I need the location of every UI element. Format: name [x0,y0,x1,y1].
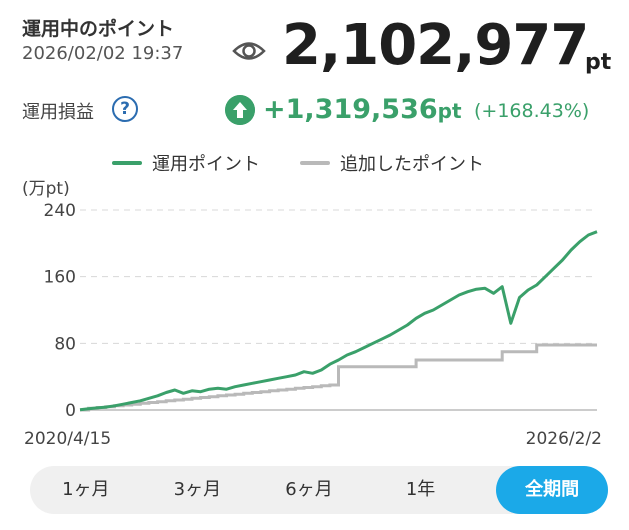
total-points: 2,102,977 [282,13,589,78]
x-label-end: 2026/2/2 [526,429,602,449]
legend-swatch-added [300,161,330,165]
profit-loss-label: 運用損益 [22,102,94,123]
y-tick-label: 240 [44,201,76,221]
gain-value: +1,319,536pt [263,94,462,126]
gain-amount: +1,319,536 [263,94,438,125]
period-tab-2[interactable]: 6ヶ月 [285,479,333,500]
period-tab-0[interactable]: 1ヶ月 [62,479,110,500]
gain-percent: (+168.43%) [474,100,590,122]
y-tick-label: 0 [65,401,76,421]
legend-item-added: 追加したポイント [300,150,484,176]
y-tick-label: 80 [54,334,76,354]
legend-swatch-operated [112,161,142,165]
total-points-unit: pt [585,50,612,75]
y-tick-label: 160 [44,268,76,288]
legend-label-added: 追加したポイント [340,154,484,175]
y-unit-label: (万pt) [22,179,70,199]
points-label: 運用中のポイント [22,18,175,40]
points-chart: (万pt) 0 80 160 240 2020/4/15 2026/2/2 [22,179,602,449]
series-line-operated [79,230,598,412]
timestamp: 2026/02/02 19:37 [22,43,184,64]
period-tab-4[interactable]: 全期間 [496,466,608,514]
legend-label-operated: 運用ポイント [152,154,260,175]
gain-unit: pt [437,99,462,123]
chart-legend: 運用ポイント 追加したポイント [112,150,524,176]
period-tab-3[interactable]: 1年 [405,479,436,500]
period-tab-1[interactable]: 3ヶ月 [173,479,222,500]
period-selector: 1ヶ月 3ヶ月 6ヶ月 1年 全期間 [30,466,608,514]
series-line-added [80,343,597,412]
x-label-start: 2020/4/15 [24,429,111,449]
arrow-up-icon [225,95,255,125]
legend-item-operated: 運用ポイント [112,150,260,176]
help-icon[interactable]: ? [112,96,138,122]
eye-icon[interactable] [232,38,266,64]
